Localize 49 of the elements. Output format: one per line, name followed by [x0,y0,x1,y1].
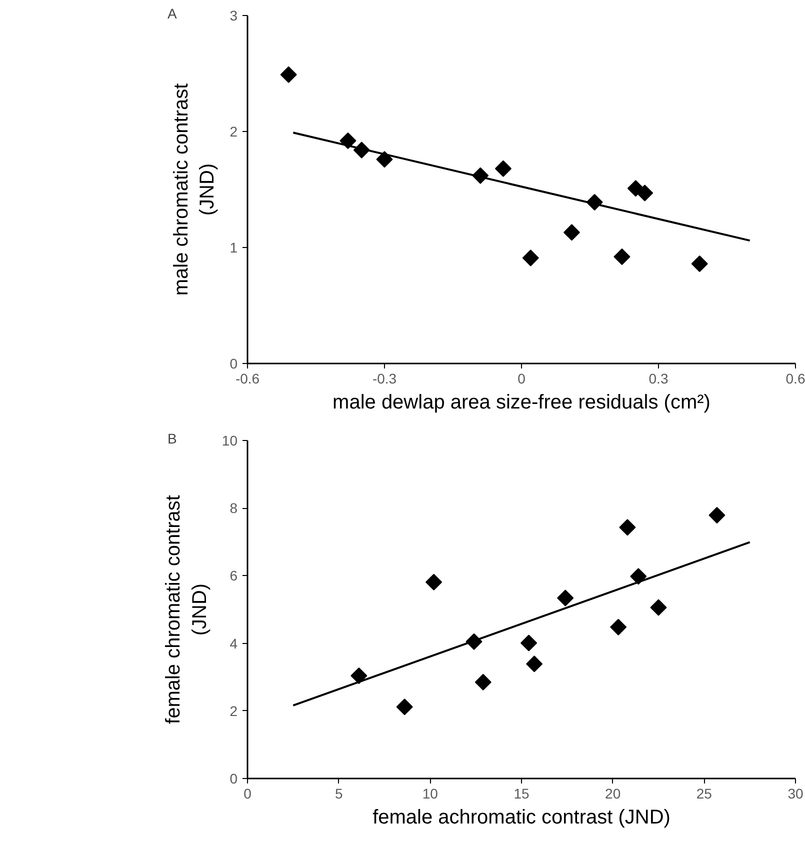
y-axis-title: female chromatic contrast (JND) [162,494,211,724]
point [340,132,356,150]
x-axis-title: male dewlap area size-free residuals (cm²) [332,392,710,414]
x-tick-label: 0 [244,786,252,802]
y-tick-label: 2 [230,124,238,140]
point [526,656,543,672]
point [426,574,442,590]
point [376,151,393,168]
point [350,667,368,684]
y-tick-label: 6 [230,568,238,584]
point [708,506,726,524]
x-tick-label: 0 [518,370,526,386]
x-tick-label: 20 [605,786,621,802]
y-tick-label: 4 [230,635,238,652]
point [614,248,630,266]
x-tick-label: 0.3 [648,370,668,386]
point [650,599,667,616]
point [619,519,636,536]
y-tick-label: 2 [230,702,238,719]
point [610,618,627,636]
point [520,634,538,652]
chart-title: A [168,6,178,22]
y-tick-label: 0 [230,770,238,786]
x-axis-title: female achromatic contrast (JND) [372,806,670,828]
point [522,250,539,266]
point [474,674,492,690]
y-tick-label: 8 [230,500,238,516]
x-tick-label: 10 [422,786,438,802]
y-axis-title: male chromatic contrast (JND) [170,82,219,296]
point [563,224,580,241]
point [396,698,413,716]
y-tick-label: 1 [230,240,238,256]
x-tick-label: -0.6 [235,370,260,386]
point [691,255,708,272]
point [557,590,574,606]
x-tick-label: 15 [514,786,530,802]
y-tick-label: 3 [230,8,238,24]
y-tick-label: 10 [222,432,238,448]
x-tick-label: 30 [788,786,804,802]
point [494,160,512,177]
point [630,568,647,585]
x-tick-label: 5 [334,786,343,802]
x-tick-label: 25 [696,786,712,802]
x-tick-label: -0.3 [372,370,397,386]
point [280,66,297,83]
point [636,184,654,202]
x-tick-label: 0.6 [786,370,805,386]
chart-title: B [168,430,177,446]
y-tick-label: 0 [230,356,238,372]
